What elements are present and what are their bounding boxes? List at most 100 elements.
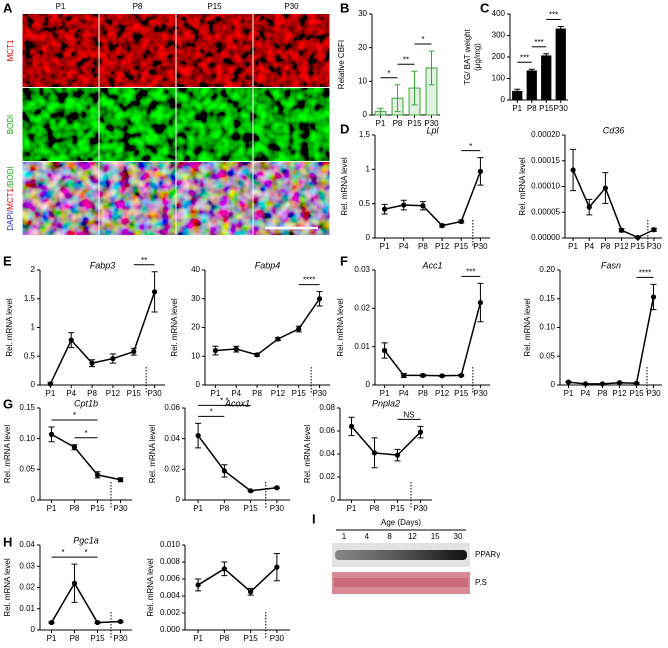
y-tick-label: 0.03 xyxy=(19,561,35,570)
row-label-part: /BODI xyxy=(6,166,15,188)
band-label: P.S xyxy=(475,578,487,587)
y-tick-label: 1.5 xyxy=(359,130,371,139)
point xyxy=(477,299,484,306)
point xyxy=(650,294,657,300)
row-label-part: BODI xyxy=(6,115,15,135)
x-tick-label: P30 xyxy=(473,389,488,398)
y-tick-label: 0.06 xyxy=(164,403,180,412)
panel-label: C xyxy=(480,0,490,15)
y-tick-label: 0.02 xyxy=(319,472,335,481)
x-tick-label: P1 xyxy=(47,634,57,643)
lane-label: 8 xyxy=(387,532,392,541)
lane-label: 15 xyxy=(431,532,440,541)
x-tick-label: P30 xyxy=(647,242,662,251)
column-label: P8 xyxy=(133,2,143,11)
x-tick-label: P15 xyxy=(90,634,105,643)
y-axis-label: Rel. mRNA level xyxy=(336,298,345,356)
micrograph-signal xyxy=(253,14,330,87)
x-tick-label: P15 xyxy=(407,119,422,128)
x-tick-label: P30 xyxy=(424,119,439,128)
y-tick-label: 0 xyxy=(501,95,506,104)
x-tick-label: P8 xyxy=(598,389,608,398)
point xyxy=(296,326,302,332)
column-label: P1 xyxy=(56,2,66,11)
y-tick-label: 1 xyxy=(366,164,371,173)
y-tick-label: 0.00005 xyxy=(531,207,560,216)
x-tick-label: P1 xyxy=(380,389,390,398)
y-tick-label: 0.04 xyxy=(164,434,180,443)
y-tick-label: 0.01 xyxy=(19,604,35,613)
y-tick-label: 0.004 xyxy=(160,591,181,600)
point xyxy=(274,485,280,491)
y-tick-label: 0.5 xyxy=(359,199,371,208)
x-tick-label: P30 xyxy=(270,504,285,513)
western-blot: Age (Days) 1 4 8 12 15 30 PPARγ P.S xyxy=(332,518,500,594)
y-axis-label: Rel. mRNA level xyxy=(340,157,349,215)
micrograph-grid: P1 P8 P15 P30 MCT1 BODI DAPI/MCT1/BODI xyxy=(6,2,330,235)
x-tick-label: P15 xyxy=(390,504,405,513)
x-tick-label: P30 xyxy=(147,389,162,398)
point xyxy=(117,477,124,483)
point xyxy=(381,206,388,212)
significance-label: *** xyxy=(534,38,543,47)
panel-label: B xyxy=(340,0,349,15)
point xyxy=(274,564,280,570)
y-axis-label: Rel. mRNA level xyxy=(146,558,155,616)
line xyxy=(572,169,655,239)
point xyxy=(586,204,592,210)
row-label: MCT1 xyxy=(6,39,15,61)
micrograph-signal xyxy=(176,88,253,161)
chart: 0 100 200 300 400 TG/ BAT weight (μg/mg) P1 P8 P1… xyxy=(463,9,568,113)
blot-title: Age (Days) xyxy=(381,518,421,527)
x-tick-label: P15 xyxy=(539,104,554,113)
line xyxy=(197,566,278,593)
point xyxy=(248,488,254,494)
row-label-part: MCT1 xyxy=(6,188,15,210)
micrograph-signal xyxy=(99,88,176,161)
error-bar xyxy=(557,25,564,33)
y-tick-label: 30 xyxy=(191,294,200,303)
y-tick-label: 0.10 xyxy=(19,434,35,443)
chart-title: Lpl xyxy=(426,125,439,135)
y-axis-label: Rel. mRNA level xyxy=(3,425,12,483)
micrograph-signal xyxy=(253,162,330,235)
point xyxy=(381,347,388,354)
x-tick-label: P8 xyxy=(418,242,428,251)
x-tick-label: P4 xyxy=(399,389,409,398)
y-tick-label: 0.010 xyxy=(160,540,181,549)
x-tick-label: P8 xyxy=(393,119,403,128)
y-axis-label: Rel. mRNA level xyxy=(303,425,312,483)
panel-label: E xyxy=(3,253,12,268)
point xyxy=(248,589,254,595)
x-tick-label: P8 xyxy=(219,634,229,643)
point xyxy=(401,202,407,208)
x-tick-label: P4 xyxy=(399,242,409,251)
x-tick-label: P12 xyxy=(614,242,629,251)
significance-label: * xyxy=(73,411,76,420)
point xyxy=(565,379,572,385)
point xyxy=(618,227,625,233)
significance-label: **** xyxy=(303,276,315,285)
y-tick-label: 0.05 xyxy=(19,464,35,473)
bar xyxy=(541,55,552,101)
point xyxy=(94,472,101,478)
bar xyxy=(526,70,537,101)
x-tick-label: P4 xyxy=(581,389,591,398)
chart-title: Fabp4 xyxy=(255,260,281,270)
y-tick-label: 10 xyxy=(358,76,367,85)
band-label: PPARγ xyxy=(475,550,500,559)
point xyxy=(348,423,355,429)
panel-label: D xyxy=(340,121,349,136)
chart: 0 0.02 0.04 0.06 Rel. mRNA level Acox1 P1 P8 P15… xyxy=(148,396,290,513)
micrograph-signal xyxy=(176,162,253,235)
row-label-part: MCT1 xyxy=(6,39,15,61)
x-tick-label: P1 xyxy=(46,389,56,398)
y-tick-label: 40 xyxy=(191,265,200,274)
x-tick-label: P15 xyxy=(631,242,646,251)
x-tick-label: P1 xyxy=(193,634,203,643)
significance-label: ** xyxy=(141,256,147,265)
point xyxy=(212,347,219,354)
significance-label: * xyxy=(84,548,87,557)
chart: 0.000 0.002 0.004 0.006 0.008 0.010 Rel. mRNA … xyxy=(146,540,290,643)
chart: 0 0.01 0.02 0.03 Rel. mRNA level Acc1 P1 P4 P8 P1… xyxy=(336,260,490,398)
